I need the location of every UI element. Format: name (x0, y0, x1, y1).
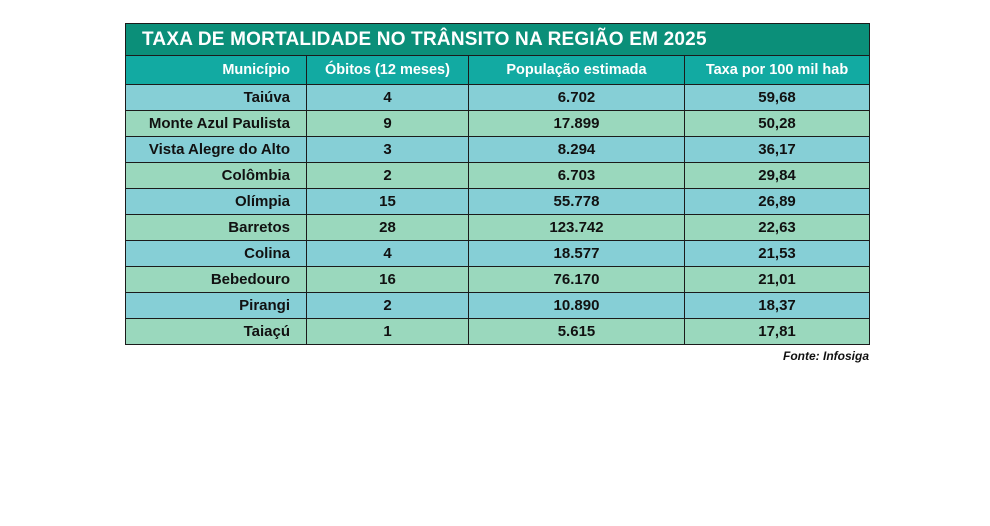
cell-obitos: 16 (306, 266, 469, 293)
cell-obitos: 2 (306, 292, 469, 319)
cell-populacao: 6.702 (468, 84, 685, 111)
cell-obitos: 28 (306, 214, 469, 241)
table-row: Olímpia 15 55.778 26,89 (125, 188, 871, 215)
mortality-table-figure: TAXA DE MORTALIDADE NO TRÂNSITO NA REGIÃ… (124, 23, 871, 363)
cell-municipio: Barretos (125, 214, 307, 241)
cell-obitos: 4 (306, 84, 469, 111)
header-taxa: Taxa por 100 mil hab (683, 55, 871, 85)
cell-populacao: 6.703 (468, 162, 685, 189)
cell-obitos: 9 (306, 110, 469, 137)
cell-populacao: 5.615 (468, 318, 685, 345)
header-obitos: Óbitos (12 meses) (306, 55, 469, 85)
table-row: Barretos 28 123.742 22,63 (125, 214, 871, 241)
cell-taxa: 22,63 (683, 214, 871, 241)
cell-municipio: Colômbia (125, 162, 307, 189)
cell-populacao: 76.170 (468, 266, 685, 293)
cell-municipio: Pirangi (125, 292, 307, 319)
cell-populacao: 18.577 (468, 240, 685, 267)
cell-populacao: 10.890 (468, 292, 685, 319)
header-row: Município Óbitos (12 meses) População es… (125, 55, 871, 85)
cell-taxa: 21,01 (683, 266, 871, 293)
table-row: Taiúva 4 6.702 59,68 (125, 84, 871, 111)
header-municipio: Município (125, 55, 307, 85)
cell-obitos: 3 (306, 136, 469, 163)
cell-taxa: 50,28 (683, 110, 871, 137)
cell-obitos: 15 (306, 188, 469, 215)
cell-taxa: 17,81 (683, 318, 871, 345)
table-row: Bebedouro 16 76.170 21,01 (125, 266, 871, 293)
table-row: Colina 4 18.577 21,53 (125, 240, 871, 267)
cell-taxa: 29,84 (683, 162, 871, 189)
table-row: Colômbia 2 6.703 29,84 (125, 162, 871, 189)
cell-taxa: 36,17 (683, 136, 871, 163)
cell-populacao: 17.899 (468, 110, 685, 137)
cell-municipio: Taiaçú (125, 318, 307, 345)
table-title: TAXA DE MORTALIDADE NO TRÂNSITO NA REGIÃ… (124, 23, 871, 56)
table-body: Taiúva 4 6.702 59,68 Monte Azul Paulista 9 17.… (125, 84, 871, 345)
cell-populacao: 8.294 (468, 136, 685, 163)
cell-obitos: 4 (306, 240, 469, 267)
cell-taxa: 59,68 (683, 84, 871, 111)
cell-obitos: 2 (306, 162, 469, 189)
cell-obitos: 1 (306, 318, 469, 345)
cell-municipio: Monte Azul Paulista (125, 110, 307, 137)
cell-taxa: 26,89 (683, 188, 871, 215)
cell-taxa: 21,53 (683, 240, 871, 267)
source-note: Fonte: Infosiga (783, 349, 869, 363)
cell-municipio: Vista Alegre do Alto (125, 136, 307, 163)
cell-municipio: Colina (125, 240, 307, 267)
cell-populacao: 123.742 (468, 214, 685, 241)
table-row: Pirangi 2 10.890 18,37 (125, 292, 871, 319)
cell-taxa: 18,37 (683, 292, 871, 319)
mortality-table: TAXA DE MORTALIDADE NO TRÂNSITO NA REGIÃ… (124, 23, 871, 345)
table-row: Taiaçú 1 5.615 17,81 (125, 318, 871, 345)
cell-municipio: Taiúva (125, 84, 307, 111)
table-row: Monte Azul Paulista 9 17.899 50,28 (125, 110, 871, 137)
cell-populacao: 55.778 (468, 188, 685, 215)
cell-municipio: Olímpia (125, 188, 307, 215)
table-row: Vista Alegre do Alto 3 8.294 36,17 (125, 136, 871, 163)
header-populacao: População estimada (468, 55, 685, 85)
cell-municipio: Bebedouro (125, 266, 307, 293)
